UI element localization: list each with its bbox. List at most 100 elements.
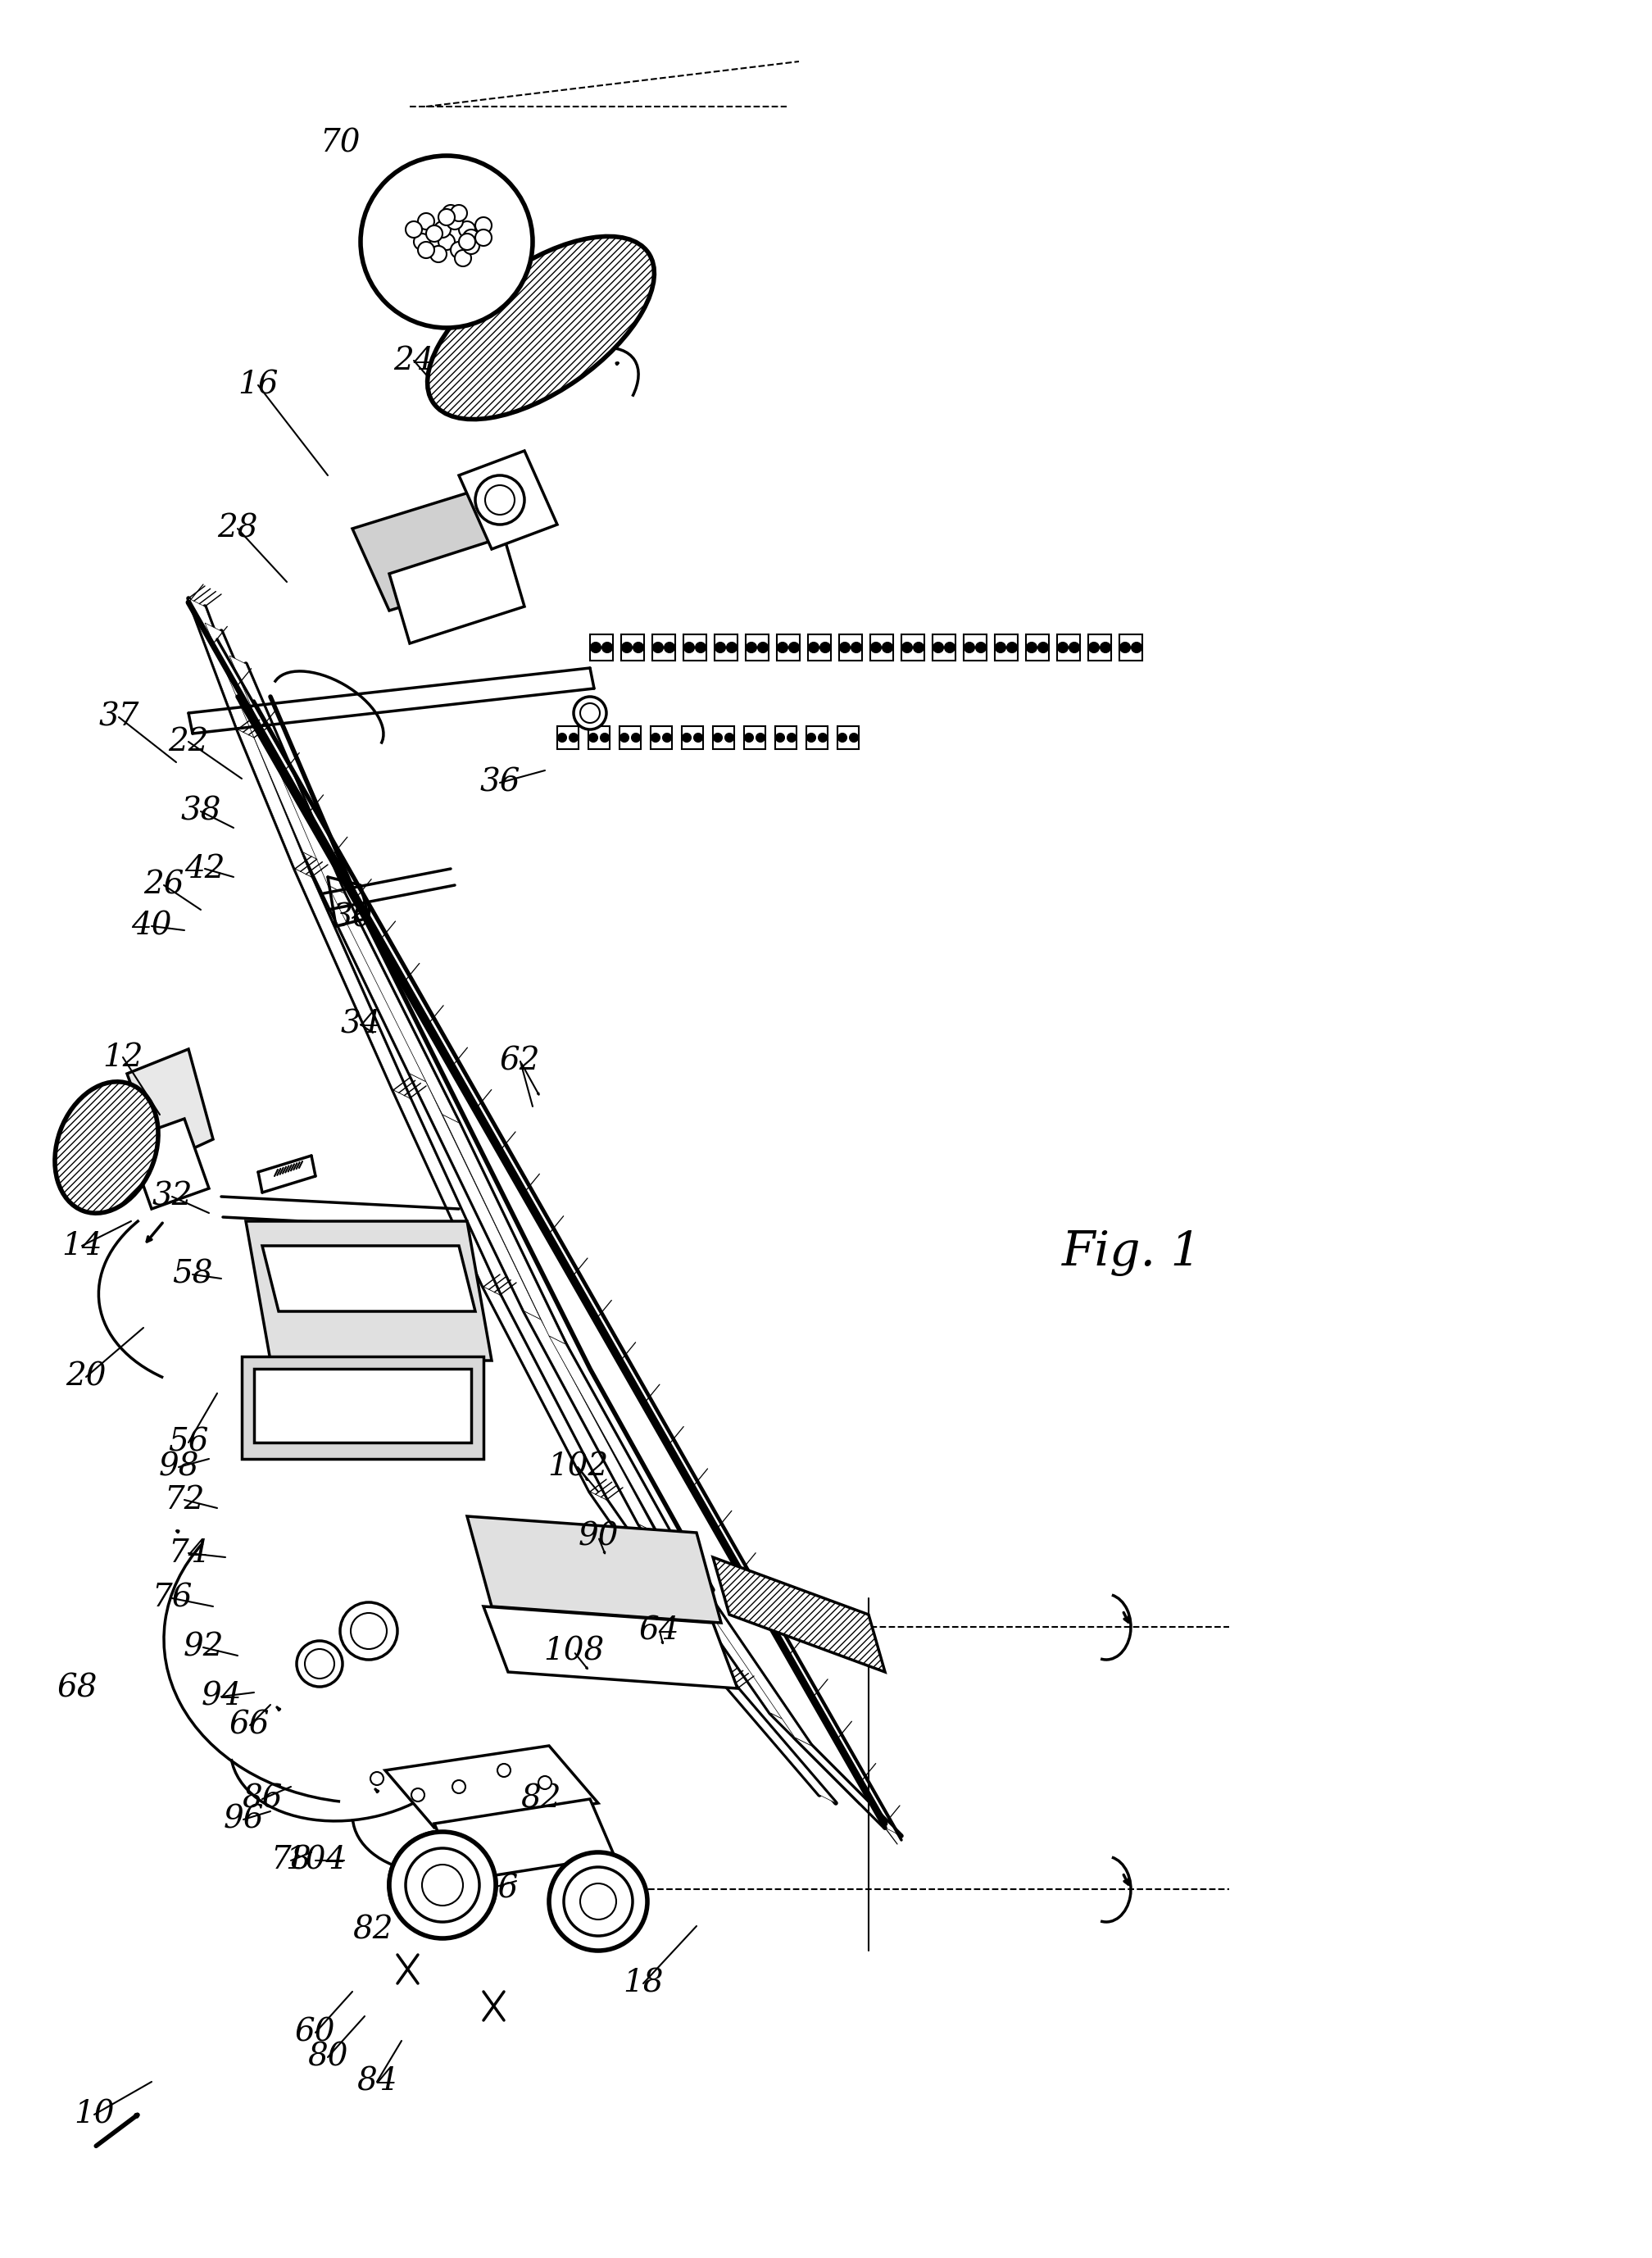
Circle shape (463, 230, 479, 246)
Polygon shape (241, 1357, 484, 1459)
Polygon shape (651, 727, 672, 750)
Polygon shape (714, 1558, 885, 1671)
Circle shape (821, 644, 829, 653)
Text: 18: 18 (623, 1969, 664, 1998)
Text: 80: 80 (307, 2041, 349, 2073)
Circle shape (421, 1865, 463, 1906)
Polygon shape (205, 623, 319, 860)
Circle shape (426, 226, 443, 242)
Circle shape (411, 1788, 425, 1802)
Polygon shape (548, 1337, 689, 1565)
Polygon shape (838, 727, 859, 750)
Circle shape (1069, 644, 1079, 653)
Text: 108: 108 (544, 1637, 605, 1666)
Text: 14: 14 (61, 1231, 102, 1260)
Circle shape (1100, 644, 1110, 653)
Circle shape (476, 217, 492, 233)
Polygon shape (238, 729, 311, 876)
Text: 82: 82 (520, 1784, 562, 1813)
Polygon shape (1026, 634, 1049, 662)
Circle shape (745, 734, 753, 741)
Polygon shape (795, 1739, 902, 1836)
Polygon shape (385, 1745, 598, 1827)
Circle shape (350, 1612, 387, 1648)
Circle shape (418, 242, 434, 257)
Circle shape (694, 734, 702, 741)
Text: 62: 62 (501, 1045, 540, 1077)
Circle shape (1037, 644, 1047, 653)
Circle shape (902, 644, 912, 653)
Circle shape (590, 734, 598, 741)
Circle shape (996, 644, 1006, 653)
Circle shape (548, 1852, 648, 1951)
Polygon shape (770, 1714, 877, 1811)
Polygon shape (390, 537, 524, 644)
Circle shape (459, 233, 476, 251)
Text: 26: 26 (144, 869, 183, 901)
Circle shape (808, 734, 816, 741)
Circle shape (684, 644, 694, 653)
Circle shape (757, 734, 765, 741)
Polygon shape (468, 1517, 722, 1624)
Circle shape (601, 734, 610, 741)
Circle shape (631, 734, 639, 741)
Circle shape (580, 702, 600, 723)
Circle shape (603, 644, 613, 653)
Polygon shape (590, 1493, 737, 1689)
Text: 34: 34 (340, 1009, 382, 1039)
Circle shape (360, 156, 532, 327)
Polygon shape (806, 727, 828, 750)
Circle shape (682, 734, 691, 741)
Circle shape (563, 1867, 633, 1935)
Circle shape (297, 1642, 342, 1687)
Text: 64: 64 (639, 1617, 681, 1646)
Text: 38: 38 (180, 797, 221, 826)
Polygon shape (871, 634, 894, 662)
Polygon shape (745, 634, 768, 662)
Polygon shape (188, 598, 254, 738)
Circle shape (809, 644, 819, 653)
Text: 58: 58 (172, 1260, 213, 1289)
Polygon shape (484, 1605, 737, 1689)
Circle shape (776, 734, 785, 741)
Circle shape (443, 205, 459, 221)
Polygon shape (672, 1558, 811, 1745)
Polygon shape (327, 885, 459, 1122)
Polygon shape (653, 634, 676, 662)
Polygon shape (839, 634, 862, 662)
Circle shape (406, 1849, 479, 1922)
Polygon shape (1089, 634, 1112, 662)
Text: 22: 22 (169, 727, 208, 756)
Polygon shape (620, 727, 641, 750)
Circle shape (714, 734, 722, 741)
Circle shape (539, 1777, 552, 1788)
Text: 104: 104 (286, 1845, 345, 1876)
Polygon shape (352, 492, 509, 610)
Text: 106: 106 (458, 1874, 519, 1903)
Circle shape (1089, 644, 1099, 653)
Circle shape (451, 205, 468, 221)
Circle shape (839, 644, 849, 653)
Text: 32: 32 (152, 1181, 192, 1213)
Polygon shape (484, 1287, 606, 1499)
Circle shape (819, 734, 826, 741)
Polygon shape (715, 634, 737, 662)
Polygon shape (963, 634, 986, 662)
Circle shape (454, 251, 471, 266)
Polygon shape (410, 1073, 540, 1319)
Polygon shape (995, 634, 1018, 662)
Circle shape (486, 485, 515, 515)
Polygon shape (230, 655, 344, 894)
Text: 72: 72 (164, 1486, 205, 1515)
Circle shape (620, 734, 628, 741)
Text: 76: 76 (152, 1583, 192, 1614)
Circle shape (838, 734, 846, 741)
Ellipse shape (428, 237, 654, 420)
Circle shape (965, 644, 975, 653)
Text: 12: 12 (102, 1043, 144, 1073)
Text: 70: 70 (320, 129, 360, 158)
Text: 36: 36 (479, 768, 520, 797)
Circle shape (573, 698, 606, 729)
Circle shape (653, 644, 662, 653)
Text: 28: 28 (218, 513, 258, 544)
